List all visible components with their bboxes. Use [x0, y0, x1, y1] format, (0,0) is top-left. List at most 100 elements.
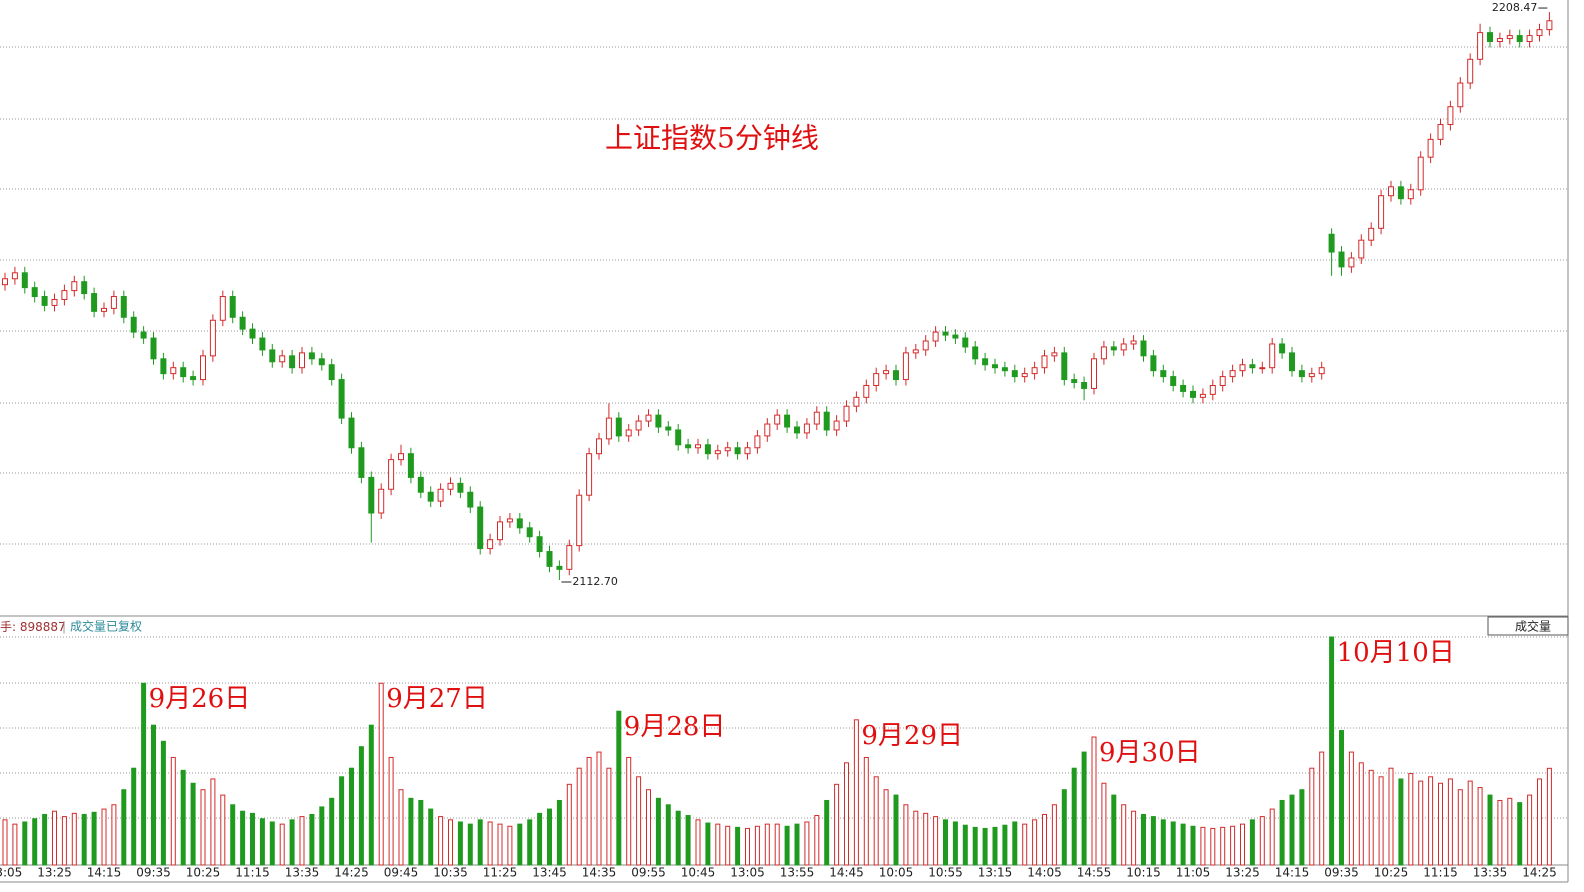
volume-bar: [972, 826, 978, 866]
volume-bar: [844, 762, 849, 866]
volume-bar: [319, 806, 325, 866]
volume-bar: [735, 826, 741, 866]
volume-bar: [230, 804, 236, 866]
volume-bar: [982, 827, 988, 866]
candle-body: [1289, 352, 1295, 372]
volume-bar: [834, 783, 840, 866]
volume-bar: [646, 789, 651, 866]
volume-bar: [705, 822, 711, 866]
day-label: 9月28日: [624, 712, 726, 742]
x-tick-label: 13:15: [978, 866, 1013, 880]
candle-body: [546, 551, 553, 567]
x-tick-label: 13:35: [1473, 866, 1508, 880]
candle-body: [91, 293, 98, 312]
candle-body: [972, 346, 979, 360]
volume-bar: [764, 823, 770, 866]
volume-bar: [1418, 780, 1424, 866]
volume-bar: [586, 756, 592, 866]
x-tick-label: 09:35: [136, 866, 171, 880]
candle-body: [1477, 32, 1484, 60]
volume-button[interactable]: [1487, 616, 1569, 636]
volume-bar: [1438, 782, 1443, 866]
high-label: 2208.47: [1492, 1, 1538, 14]
day-label: 9月26日: [149, 684, 251, 714]
candle-body: [1091, 358, 1097, 389]
volume-bar: [497, 823, 503, 866]
volume-bar: [1299, 789, 1305, 866]
volume-bar: [1289, 794, 1295, 866]
volume-bar: [1398, 778, 1404, 866]
volume-bar: [1150, 816, 1156, 866]
candle-body: [1496, 38, 1503, 43]
volume-bar: [180, 769, 186, 866]
candle-body: [11, 272, 18, 280]
volume-bar: [1358, 762, 1364, 866]
volume-bar: [121, 789, 127, 866]
candle-body: [645, 414, 652, 422]
volume-bar: [566, 783, 572, 866]
volume-bar: [626, 756, 632, 866]
volume-button-label[interactable]: 成交量: [1515, 619, 1551, 634]
volume-bar: [695, 819, 701, 866]
candle-body: [398, 453, 404, 461]
volume-bar: [52, 810, 57, 866]
volume-bar: [1042, 813, 1047, 866]
volume-bar: [1537, 778, 1542, 866]
volume-bar: [616, 710, 622, 866]
volume-bar: [12, 823, 18, 866]
volume-bar: [467, 823, 473, 866]
volume-bar: [576, 767, 582, 866]
candle-body: [1021, 373, 1028, 378]
candle-body: [338, 379, 345, 419]
x-tick-label: 10:05: [879, 866, 914, 880]
volume-bar: [91, 811, 97, 866]
x-tick-label: 13:25: [1225, 866, 1260, 880]
volume-grid: [0, 636, 1568, 819]
volume-bar: [893, 794, 899, 866]
volume-bar: [754, 825, 760, 866]
volume-bar: [853, 719, 859, 866]
volume-bar: [1101, 782, 1107, 866]
volume-bar: [1447, 778, 1453, 866]
candle-body: [1199, 393, 1206, 398]
candle-body: [150, 337, 157, 360]
volume-bar: [1497, 799, 1503, 866]
candle-body: [1348, 257, 1355, 268]
volume-note: 成交量已复权: [70, 619, 142, 634]
x-tick-label: 11:25: [483, 866, 518, 880]
volume-bar: [1240, 823, 1245, 866]
candle-body: [685, 444, 692, 449]
volume-bar: [101, 808, 107, 866]
volume-bar: [824, 799, 830, 866]
volume-bar: [1061, 789, 1067, 866]
volume-bar: [1309, 767, 1315, 866]
day-label: 9月29日: [861, 721, 963, 751]
candle-body: [101, 307, 107, 312]
candle-body: [1001, 367, 1008, 372]
x-tick-label: 09:45: [384, 866, 419, 880]
candle-body: [942, 331, 949, 336]
volume-bar: [259, 818, 265, 866]
x-tick-label: 10:25: [1374, 866, 1409, 880]
candle-body: [219, 296, 226, 321]
x-tick-label: 09:55: [631, 866, 666, 880]
volume-bar: [250, 812, 255, 866]
separator: |: [62, 620, 66, 634]
candle-body: [1328, 233, 1335, 253]
candle-body: [1011, 370, 1018, 378]
volume-bar: [1487, 794, 1493, 866]
volume-current: 898887: [20, 620, 66, 634]
day-label: 9月27日: [386, 684, 488, 714]
volume-bar: [1190, 825, 1196, 866]
candle-body: [51, 298, 58, 306]
volume-bar: [1131, 810, 1137, 866]
volume-bar: [448, 819, 453, 866]
candle-body: [1298, 370, 1305, 378]
volume-bar: [160, 740, 166, 866]
volume-bar: [547, 808, 552, 866]
x-tick-label: 14:15: [1275, 866, 1310, 880]
volume-bar: [774, 823, 780, 866]
volume-bar: [1022, 823, 1028, 866]
candle-body: [695, 444, 701, 449]
x-tick-label: 13:05: [0, 866, 22, 880]
